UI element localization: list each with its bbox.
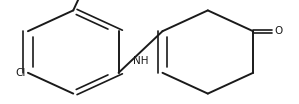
Text: O: O [274,26,282,36]
Text: NH: NH [133,56,148,66]
Text: Cl: Cl [15,68,25,78]
